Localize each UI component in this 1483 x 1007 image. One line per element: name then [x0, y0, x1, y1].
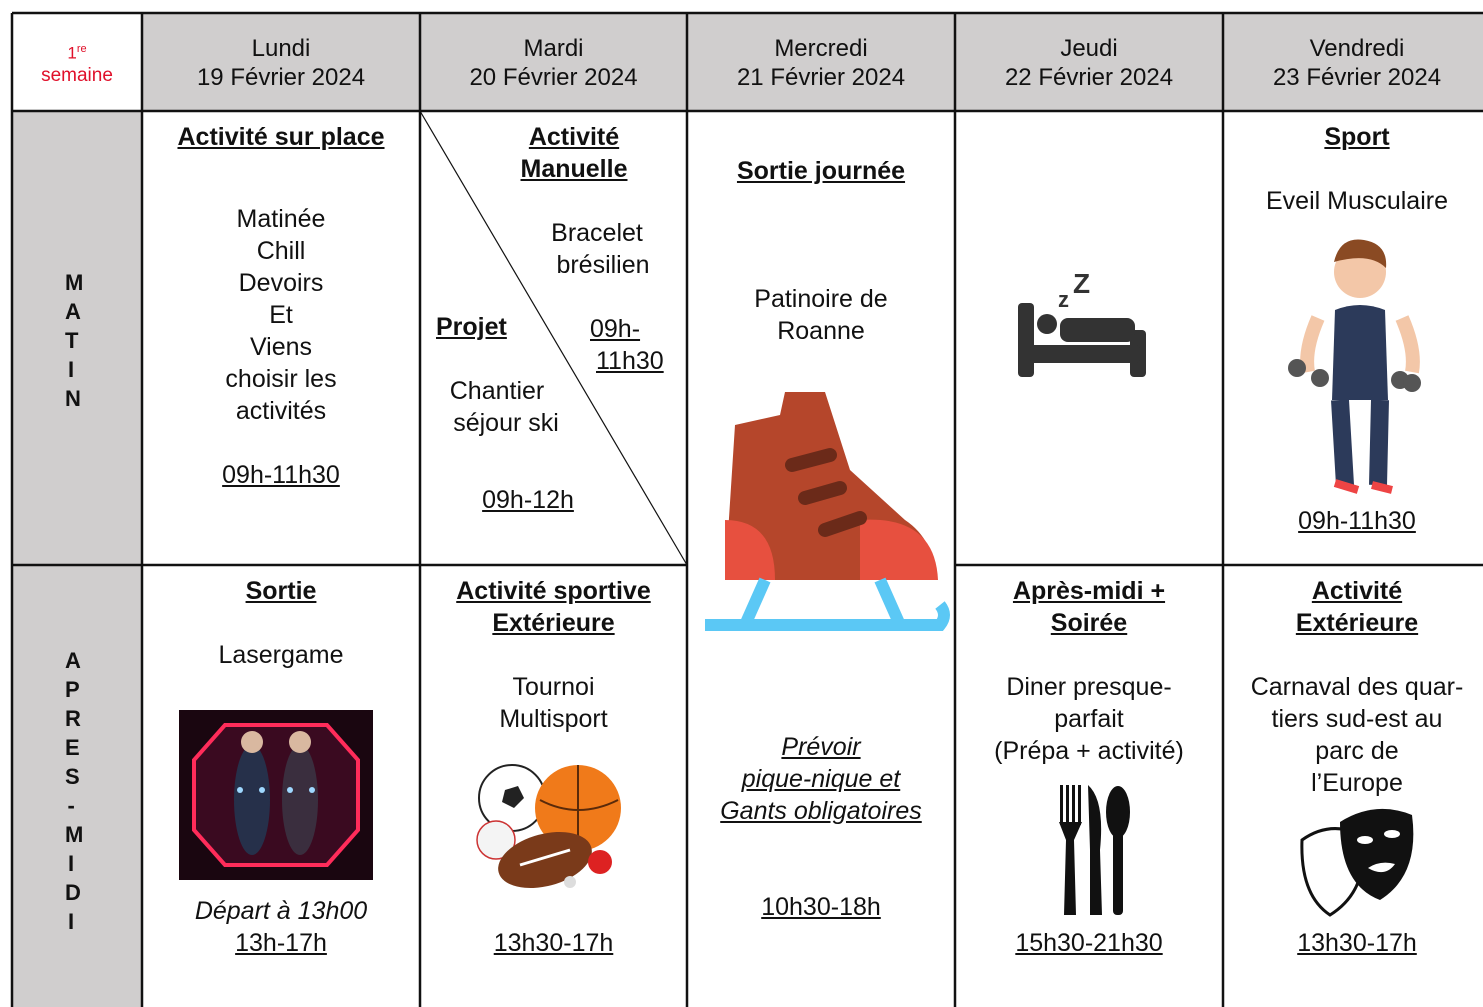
activity-time: 09h-11h30 — [222, 461, 340, 489]
svg-text:Z: Z — [1073, 268, 1090, 299]
day-name: Mercredi — [774, 35, 868, 62]
activity-text: Carnaval des quar- — [1250, 673, 1464, 701]
activity-text: séjour ski — [453, 409, 559, 437]
activity-title: Après-midi + — [1012, 577, 1166, 605]
skate-icon — [705, 392, 950, 631]
activity-title: Activité sportive — [456, 577, 651, 605]
activity-text: (Prépa + activité) — [994, 737, 1184, 765]
period-label: APRES-MIDI — [65, 648, 84, 934]
activity-text: Roanne — [777, 317, 865, 345]
activity-title: Projet — [436, 313, 507, 341]
activity-text: Viens — [249, 333, 313, 361]
day-name: Jeudi — [1060, 35, 1118, 62]
activity-title: Extérieure — [1295, 609, 1419, 637]
activity-text: Et — [269, 301, 293, 329]
activity-note: Gants obligatoires — [720, 797, 922, 825]
activity-text: Chantier — [449, 377, 545, 405]
day-date: 22 Février 2024 — [1004, 64, 1174, 91]
day-date: 21 Février 2024 — [736, 64, 906, 91]
activity-time: 13h30-17h — [493, 929, 614, 957]
activity-title: Manuelle — [520, 155, 628, 183]
day-date: 23 Février 2024 — [1272, 64, 1442, 91]
sleep-icon: zZ — [1018, 268, 1146, 377]
activity-text: Diner presque- — [1006, 673, 1172, 701]
activity-text: parc de — [1315, 737, 1399, 765]
day-date: 19 Février 2024 — [196, 64, 366, 91]
theatre-masks — [1300, 808, 1414, 917]
cutlery-icon — [1059, 785, 1130, 915]
day-name: Lundi — [251, 35, 311, 62]
lasergame-photo — [179, 710, 373, 880]
athlete-illustration — [1288, 239, 1421, 494]
activity-text: Patinoire de — [754, 285, 888, 313]
week-label: 1re — [12, 37, 142, 66]
activity-title: Soirée — [1050, 609, 1128, 637]
week-number: 1 — [67, 43, 77, 63]
activity-note: Prévoir — [781, 733, 861, 761]
activity-time: 15h30-21h30 — [1015, 929, 1163, 957]
period-label: MATIN — [65, 270, 84, 411]
activity-time: 13h30-17h — [1297, 929, 1417, 957]
activity-note: pique-nique et — [741, 765, 901, 793]
activity-text: Eveil Musculaire — [1265, 187, 1448, 215]
activity-text: l’Europe — [1311, 769, 1403, 797]
activity-text: Chill — [256, 237, 306, 265]
activity-time: 13h-17h — [235, 929, 327, 957]
day-name: Mardi — [523, 35, 584, 62]
activity-title: Activité — [1311, 577, 1403, 605]
activity-text: Devoirs — [238, 269, 324, 297]
activity-text: Lasergame — [218, 641, 344, 669]
activity-text: Bracelet — [551, 219, 643, 247]
activity-title: Activité — [528, 123, 620, 151]
activity-title: Sortie — [245, 577, 317, 605]
activity-text: Tournoi — [512, 673, 595, 701]
activity-text: parfait — [1054, 705, 1124, 733]
week-text: semaine — [41, 65, 113, 86]
activity-text: Multisport — [499, 705, 608, 733]
activity-text: tiers sud-est au — [1271, 705, 1443, 733]
day-date: 20 Février 2024 — [469, 64, 638, 91]
activity-title: Activité sur place — [177, 123, 385, 151]
svg-text:z: z — [1058, 287, 1069, 312]
activity-time: 09h- — [590, 315, 641, 343]
activity-time: 11h30 — [596, 347, 664, 375]
sports-balls — [476, 764, 621, 889]
activity-time: 09h-12h — [482, 486, 574, 514]
activity-title: Sortie journée — [736, 157, 906, 185]
activity-time: 09h-11h30 — [1298, 507, 1416, 535]
activity-title: Extérieure — [492, 609, 615, 637]
activity-note: Départ à 13h00 — [194, 897, 368, 925]
activity-text: activités — [235, 397, 327, 425]
week-suffix: re — [76, 43, 87, 55]
day-name: Vendredi — [1309, 35, 1405, 62]
activity-text: Matinée — [236, 205, 326, 233]
diagonal-split — [419, 110, 688, 566]
activity-text: choisir les — [225, 365, 337, 393]
activity-title: Sport — [1324, 123, 1390, 151]
activity-text: brésilien — [556, 251, 650, 279]
activity-time: 10h30-18h — [761, 893, 881, 921]
